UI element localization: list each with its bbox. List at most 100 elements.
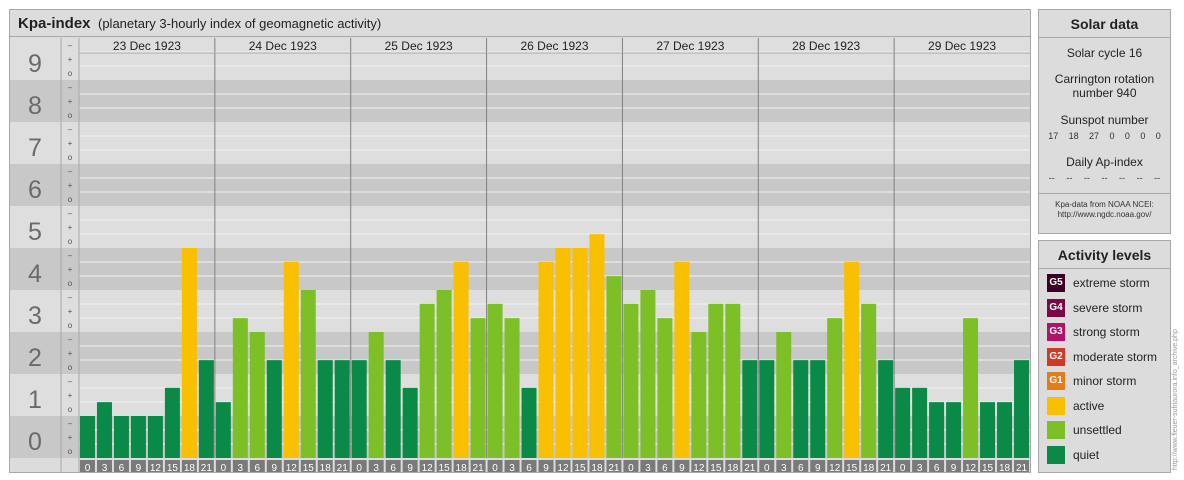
interval-cell xyxy=(130,460,146,472)
kp-bar xyxy=(742,360,758,458)
interval-cell xyxy=(521,460,537,472)
y-tick-label: 2 xyxy=(28,344,42,372)
interval-cell xyxy=(776,460,792,472)
interval-cell xyxy=(895,460,911,472)
kp-bar xyxy=(470,318,486,458)
level-swatch: G1 xyxy=(1047,372,1065,391)
y-subtick-label: – xyxy=(68,41,73,50)
interval-cell xyxy=(810,460,826,472)
interval-start-label: 18 xyxy=(863,463,875,472)
kp-bar xyxy=(793,360,809,458)
interval-cell xyxy=(232,460,248,472)
day-label: 24 Dec 1923 xyxy=(249,39,317,53)
level-swatch: G2 xyxy=(1047,347,1065,366)
interval-cell xyxy=(606,460,622,472)
data-source-line-1: Kpa-data from NOAA NCEI: xyxy=(1055,200,1154,209)
interval-cell xyxy=(912,460,928,472)
kp-chart-panel: 0 1 2 3 4 5 6 7 8 9 o + – o + – o + – o + – o + – o + – o + – o + – o + – o + –… xyxy=(9,9,1031,473)
interval-start-label: 21 xyxy=(201,463,213,472)
kp-bar xyxy=(997,402,1013,458)
interval-cell xyxy=(674,460,690,472)
interval-start-label: 15 xyxy=(982,463,994,472)
interval-start-label: 18 xyxy=(184,463,196,472)
kp-bar xyxy=(96,402,112,458)
level-label: severe storm xyxy=(1073,300,1143,315)
level-swatch xyxy=(1047,421,1065,440)
interval-start-label: 21 xyxy=(744,463,756,472)
interval-cell xyxy=(249,460,265,472)
kp-bar xyxy=(810,360,826,458)
kp-bar xyxy=(623,303,639,458)
level-swatch xyxy=(1047,445,1065,464)
y-tick-label: 0 xyxy=(28,428,42,456)
kp-bar xyxy=(759,360,775,458)
kp-bar xyxy=(555,248,571,458)
y-subtick-label: – xyxy=(68,167,73,176)
interval-cell xyxy=(742,460,758,472)
interval-start-label: 9 xyxy=(272,463,278,472)
y-tick-label: 7 xyxy=(28,134,42,162)
interval-start-label: 3 xyxy=(917,463,923,472)
interval-cell xyxy=(266,460,282,472)
solar-cycle: Solar cycle 16 xyxy=(1066,46,1143,60)
y-subtick-label: + xyxy=(68,349,73,358)
level-label: unsettled xyxy=(1073,423,1122,438)
interval-start-label: 15 xyxy=(439,463,451,472)
interval-cell xyxy=(334,460,350,472)
sunspot-value: 0 xyxy=(1109,131,1115,141)
interval-start-label: 3 xyxy=(102,463,108,472)
interval-start-label: 12 xyxy=(829,463,841,472)
side-credit: http://www.fleuer-sufriaurora.info_archi… xyxy=(1172,329,1179,470)
y-tick-label: 3 xyxy=(28,302,42,330)
kp-bar xyxy=(317,360,333,458)
kp-bar xyxy=(130,416,146,458)
interval-start-label: 21 xyxy=(337,463,349,472)
kp-band xyxy=(10,38,1030,80)
level-label: minor storm xyxy=(1073,374,1137,389)
carrington-line-2: number 940 xyxy=(1072,86,1137,100)
y-subtick-label: + xyxy=(68,391,73,400)
interval-start-label: 12 xyxy=(693,463,705,472)
kp-bar xyxy=(300,290,316,458)
day-label: 26 Dec 1923 xyxy=(520,39,588,53)
interval-start-label: 9 xyxy=(407,463,413,472)
y-subtick-label: o xyxy=(68,321,73,330)
y-subtick-label: – xyxy=(68,83,73,92)
interval-start-label: 18 xyxy=(999,463,1011,472)
activity-level-quiet: quiet xyxy=(1039,443,1170,468)
kp-bar xyxy=(895,387,911,458)
interval-start-label: 0 xyxy=(628,463,634,472)
interval-cell xyxy=(878,460,894,472)
y-tick-label: 4 xyxy=(28,260,42,288)
kp-bar xyxy=(708,303,724,458)
y-tick-label: 9 xyxy=(28,50,42,78)
activity-levels-panel: Activity levels G5 extreme storm G4 severe … xyxy=(1038,240,1171,473)
interval-start-label: 3 xyxy=(509,463,515,472)
interval-start-label: 6 xyxy=(119,463,125,472)
interval-cell xyxy=(198,460,214,472)
activity-level-unsettled: unsettled xyxy=(1039,418,1170,443)
kp-band xyxy=(10,374,1030,416)
kp-bar xyxy=(266,360,282,458)
interval-start-label: 15 xyxy=(574,463,586,472)
kp-bar xyxy=(878,360,894,458)
kp-bar xyxy=(980,402,996,458)
ap-value: -- xyxy=(1119,173,1126,183)
activity-level-strong-storm: G3 strong storm xyxy=(1039,320,1170,345)
interval-start-label: 9 xyxy=(136,463,142,472)
interval-start-label: 6 xyxy=(798,463,804,472)
interval-start-label: 12 xyxy=(965,463,977,472)
interval-start-label: 9 xyxy=(951,463,957,472)
kp-bar xyxy=(385,360,401,458)
y-subtick-label: o xyxy=(68,363,73,372)
y-subtick-label: + xyxy=(68,265,73,274)
solar-data-panel: Solar data Solar cycle 16 Carrington rot… xyxy=(1038,9,1171,234)
data-source-link[interactable]: http://www.ngdc.noaa.gov/ xyxy=(1057,210,1152,219)
activity-level-extreme-storm: G5 extreme storm xyxy=(1039,271,1170,296)
kp-bar xyxy=(963,318,979,458)
sunspot-value: 0 xyxy=(1124,131,1130,141)
interval-cell xyxy=(368,460,384,472)
interval-start-label: 12 xyxy=(557,463,569,472)
interval-start-label: 9 xyxy=(543,463,549,472)
level-swatch: G3 xyxy=(1047,323,1065,342)
